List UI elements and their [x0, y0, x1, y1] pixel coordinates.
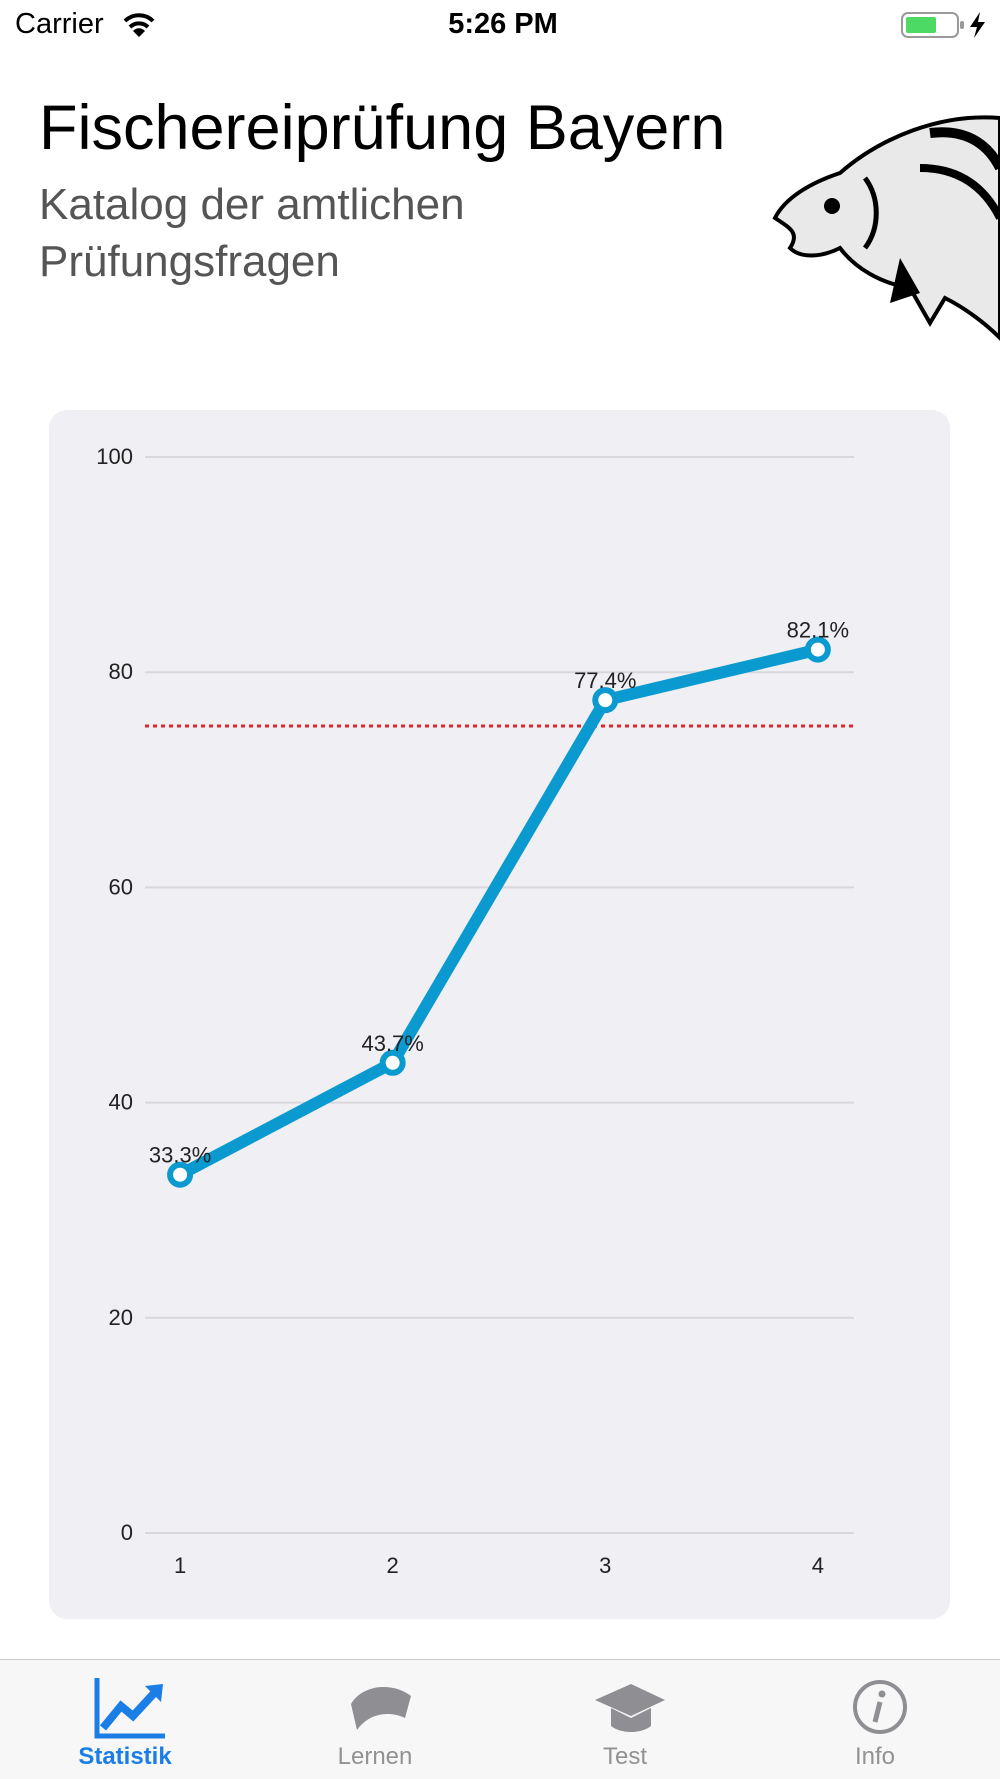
status-bar: Carrier 5:26 PM — [0, 0, 1000, 50]
tab[interactable]: Statistik — [0, 1660, 250, 1779]
wifi-icon — [123, 13, 155, 37]
tab-icon — [94, 1678, 165, 1739]
tab[interactable]: Test — [500, 1660, 750, 1779]
tab-label: Lernen — [337, 1743, 413, 1770]
y-tick-label: 100 — [96, 444, 133, 469]
y-tick-label: 80 — [109, 659, 133, 684]
x-tick-label: 3 — [599, 1553, 611, 1578]
carrier: Carrier — [15, 8, 104, 40]
chart: 0 20 40 60 80 100 1 2 3 4 33.3% 43.7% 77.4% 82.1% — [49, 410, 950, 1619]
app-title: Fischereiprüfung Bayern — [39, 93, 726, 163]
tab-icon — [595, 1684, 665, 1732]
point — [379, 1049, 406, 1076]
x-tick-label: 1 — [174, 1553, 186, 1578]
value-label: 82.1% — [787, 618, 849, 643]
point — [804, 636, 831, 663]
y-tick-label: 20 — [109, 1305, 133, 1330]
y-tick-label: 60 — [109, 874, 133, 899]
y-tick-label: 40 — [109, 1090, 133, 1115]
battery-icon — [901, 12, 985, 38]
line — [177, 643, 820, 1180]
point — [592, 687, 619, 714]
point — [167, 1161, 194, 1188]
tab[interactable]: Lernen — [250, 1660, 500, 1779]
tab[interactable]: Info — [750, 1660, 1000, 1779]
tab-icon — [351, 1686, 411, 1730]
tab-bar: Statistik Lernen Test Info — [0, 1659, 1000, 1779]
clock: 5:26 PM — [448, 8, 558, 40]
x-tick-label: 4 — [812, 1553, 824, 1578]
app-subtitle: Katalog der amtlichen Prüfungsfragen — [39, 180, 465, 286]
x-tick-label: 2 — [387, 1553, 399, 1578]
tab-icon — [853, 1680, 907, 1734]
chart-card — [49, 410, 950, 1619]
fish-logo — [772, 115, 1000, 341]
value-label: 33.3% — [149, 1143, 211, 1168]
tab-label: Info — [854, 1743, 896, 1770]
tab-label: Test — [602, 1743, 647, 1770]
y-tick-label: 0 — [121, 1520, 133, 1545]
value-label: 77.4% — [574, 668, 636, 693]
value-label: 43.7% — [361, 1031, 423, 1056]
tab-label: Statistik — [78, 1743, 172, 1770]
